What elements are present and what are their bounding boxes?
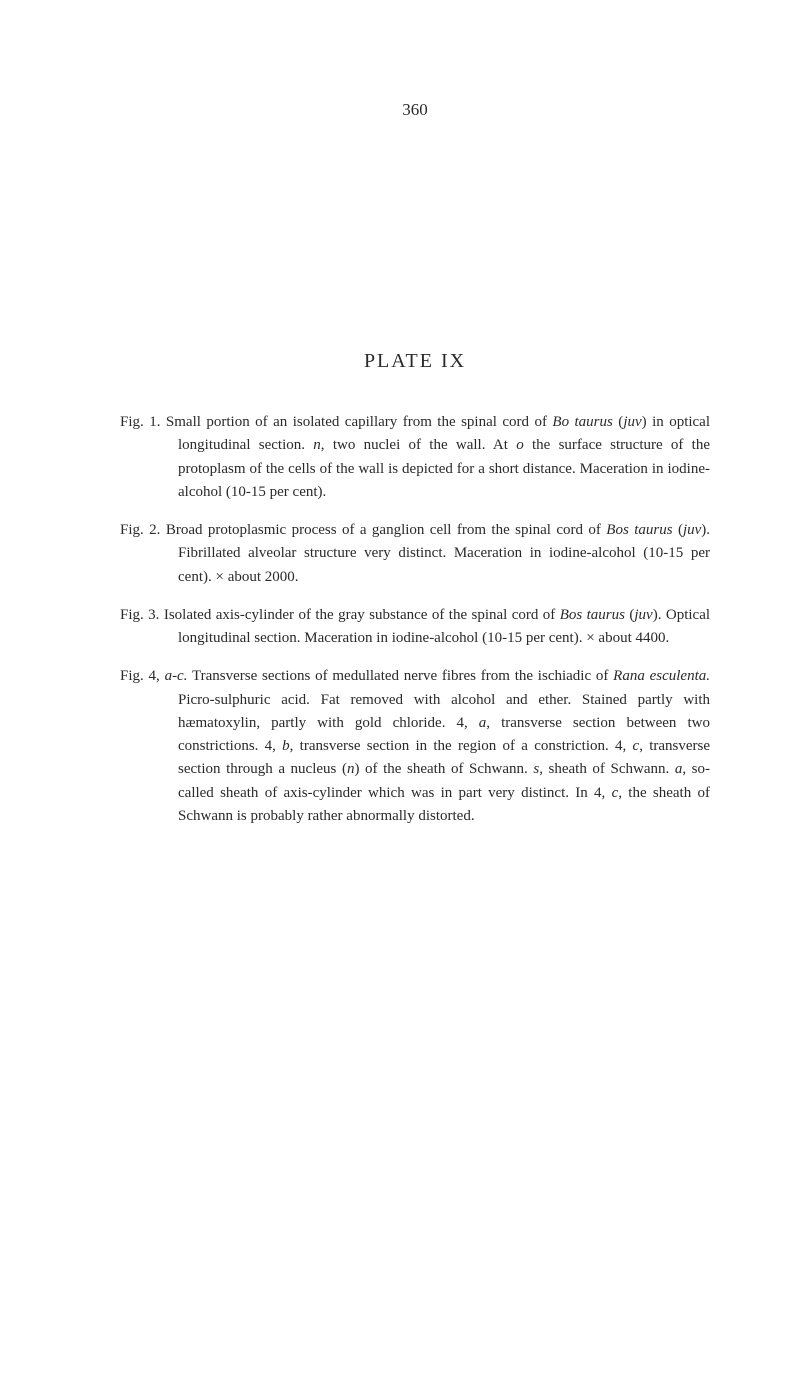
figure-text-part: juv bbox=[634, 607, 652, 623]
figure-label: Fig. 1. bbox=[120, 414, 160, 430]
figure-text-part: juv bbox=[623, 414, 641, 430]
figure-text-part: ( bbox=[613, 414, 623, 430]
figure-label: Fig. 2. bbox=[120, 522, 160, 538]
figure-label: Fig. 4, bbox=[120, 668, 160, 684]
figure-text-part: a-c. bbox=[165, 668, 188, 684]
figure-text-part: Bos taurus bbox=[606, 522, 672, 538]
figure-text-part: Bo taurus bbox=[552, 414, 612, 430]
figure-text-part: ( bbox=[673, 522, 683, 538]
figure-entry: Fig. 2. Broad protoplasmic process of a … bbox=[120, 519, 710, 589]
figure-text-part: Isolated axis-cylinder of the gray subst… bbox=[164, 607, 560, 623]
figure-text-part: Broad protoplasmic process of a ganglion… bbox=[166, 522, 606, 538]
figure-text-part: , sheath of Schwann. bbox=[539, 761, 675, 777]
figure-text-part: ) of the sheath of Schwann. bbox=[354, 761, 533, 777]
figure-label: Fig. 3. bbox=[120, 607, 159, 623]
figure-text-part: Small portion of an isolated capillary f… bbox=[166, 414, 552, 430]
figure-list: Fig. 1. Small portion of an isolated cap… bbox=[120, 411, 710, 828]
figure-text-part: Transverse sections of medullated nerve … bbox=[187, 668, 613, 684]
figure-text-part: Bos taurus bbox=[560, 607, 625, 623]
figure-text-part: Rana esculenta. bbox=[613, 668, 710, 684]
figure-entry: Fig. 3. Isolated axis-cylinder of the gr… bbox=[120, 604, 710, 651]
figure-entry: Fig. 4, a-c. Transverse sections of medu… bbox=[120, 665, 710, 828]
page-number: 360 bbox=[120, 100, 710, 120]
figure-text-part: ( bbox=[625, 607, 634, 623]
figure-entry: Fig. 1. Small portion of an isolated cap… bbox=[120, 411, 710, 504]
figure-text-part: b bbox=[282, 738, 290, 754]
figure-text-part: o bbox=[516, 437, 524, 453]
figure-text-part: , transverse section in the region of a … bbox=[290, 738, 633, 754]
figure-text-part: , two nuclei of the wall. At bbox=[321, 437, 516, 453]
plate-title: PLATE IX bbox=[120, 350, 710, 373]
figure-text-part: juv bbox=[683, 522, 701, 538]
page-container: 360 PLATE IX Fig. 1. Small portion of an… bbox=[0, 0, 800, 1384]
figure-text-part: n bbox=[313, 437, 321, 453]
